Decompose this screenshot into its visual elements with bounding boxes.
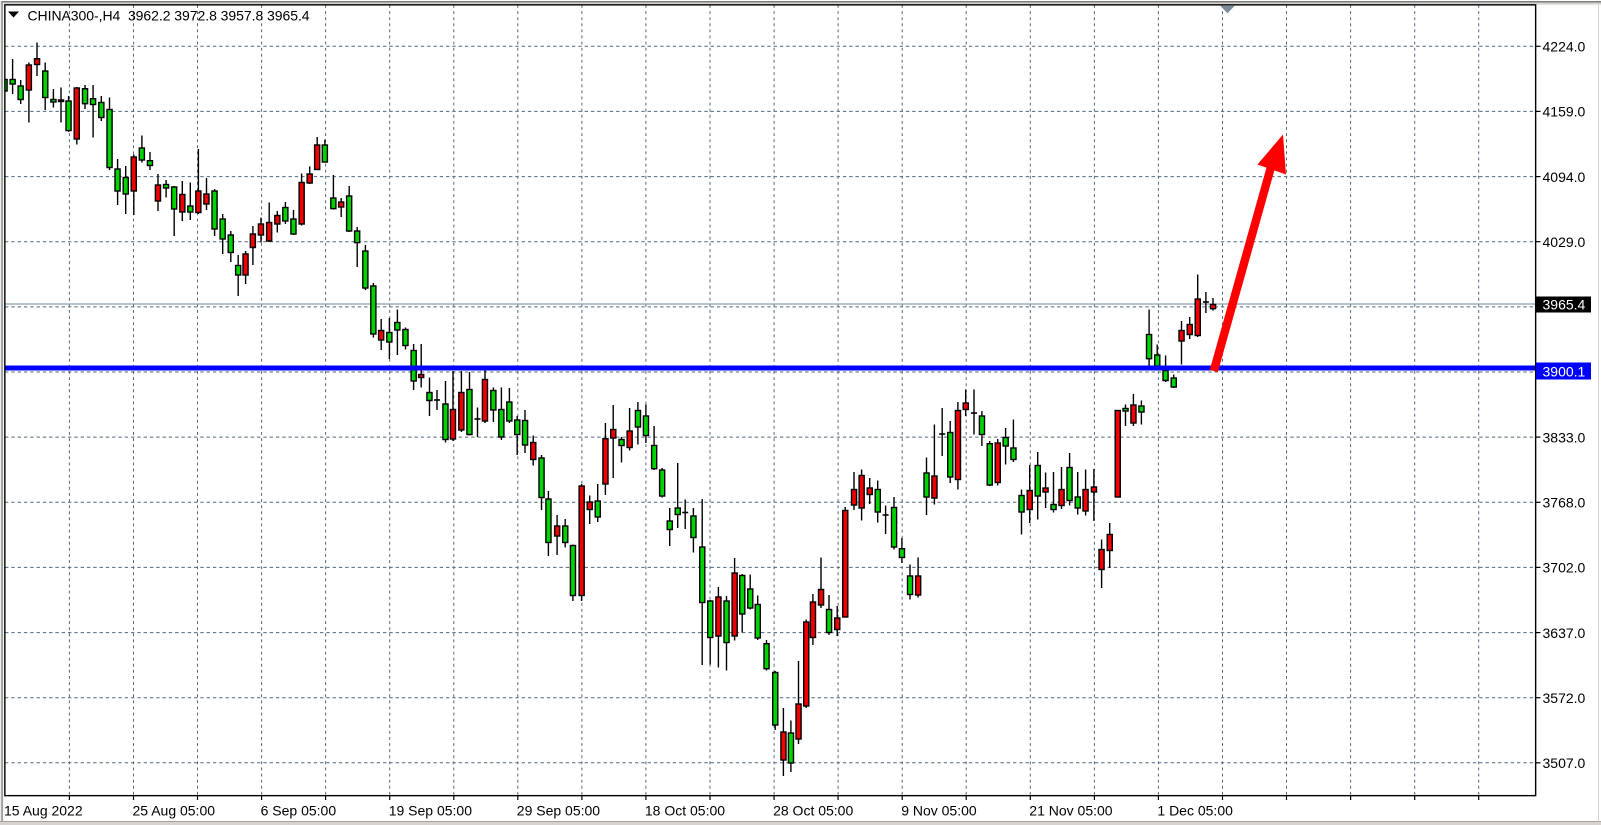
svg-text:3507.0: 3507.0 (1543, 755, 1586, 771)
svg-text:3965.4: 3965.4 (1543, 297, 1586, 313)
svg-text:29 Sep 05:00: 29 Sep 05:00 (517, 803, 601, 819)
svg-text:3572.0: 3572.0 (1543, 690, 1586, 706)
svg-text:18 Oct 05:00: 18 Oct 05:00 (645, 803, 725, 819)
svg-text:19 Sep 05:00: 19 Sep 05:00 (389, 803, 473, 819)
svg-text:3702.0: 3702.0 (1543, 560, 1586, 576)
svg-text:4094.0: 4094.0 (1543, 169, 1586, 185)
svg-text:28 Oct 05:00: 28 Oct 05:00 (773, 803, 853, 819)
svg-text:4029.0: 4029.0 (1543, 234, 1586, 250)
svg-text:3900.1: 3900.1 (1543, 364, 1586, 380)
svg-text:9 Nov 05:00: 9 Nov 05:00 (901, 803, 977, 819)
svg-text:CHINA300-,H4 3962.2 3972.8 39: CHINA300-,H4 3962.2 3972.8 3957.8 3965.4 (28, 8, 310, 24)
svg-text:15 Aug 2022: 15 Aug 2022 (4, 803, 83, 819)
svg-text:4224.0: 4224.0 (1543, 39, 1586, 55)
svg-text:4159.0: 4159.0 (1543, 104, 1586, 120)
svg-text:6 Sep 05:00: 6 Sep 05:00 (261, 803, 337, 819)
svg-text:21 Nov 05:00: 21 Nov 05:00 (1029, 803, 1112, 819)
svg-text:1 Dec 05:00: 1 Dec 05:00 (1157, 803, 1233, 819)
svg-text:3637.0: 3637.0 (1543, 625, 1586, 641)
svg-text:3768.0: 3768.0 (1543, 495, 1586, 511)
svg-text:25 Aug 05:00: 25 Aug 05:00 (133, 803, 216, 819)
svg-text:3833.0: 3833.0 (1543, 429, 1586, 445)
